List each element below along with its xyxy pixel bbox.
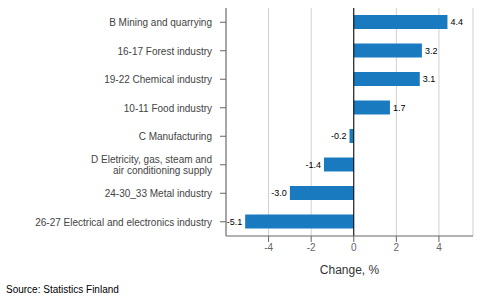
svg-text:-5.1: -5.1	[227, 217, 243, 227]
svg-text:4: 4	[436, 242, 442, 253]
svg-text:C Manufacturing: C Manufacturing	[139, 131, 212, 142]
svg-text:D Eletricity, gas, steam andai: D Eletricity, gas, steam andair conditio…	[91, 154, 212, 176]
svg-text:1.7: 1.7	[393, 103, 406, 113]
svg-text:-4: -4	[264, 242, 273, 253]
svg-text:19-22 Chemical industry: 19-22 Chemical industry	[104, 74, 212, 85]
svg-text:3.2: 3.2	[425, 46, 438, 56]
svg-text:-2: -2	[307, 242, 316, 253]
svg-text:-0.2: -0.2	[331, 131, 347, 141]
svg-text:Change, %: Change, %	[320, 263, 380, 277]
svg-text:2: 2	[394, 242, 400, 253]
svg-text:0: 0	[351, 242, 357, 253]
svg-text:-1.4: -1.4	[305, 160, 321, 170]
svg-text:-3.0: -3.0	[271, 188, 287, 198]
svg-text:24-30_33 Metal industry: 24-30_33 Metal industry	[105, 188, 212, 199]
svg-text:3.1: 3.1	[423, 74, 436, 84]
svg-text:26-27 Electrical and electroni: 26-27 Electrical and electronics industr…	[35, 216, 212, 227]
svg-text:B Mining and quarrying: B Mining and quarrying	[109, 17, 212, 28]
svg-text:16-17 Forest industry: 16-17 Forest industry	[118, 45, 213, 56]
html-text:Source: Statistics Finland: Source: Statistics Finland	[6, 284, 119, 295]
svg-text:4.4: 4.4	[450, 17, 463, 27]
svg-text:10-11 Food industry: 10-11 Food industry	[124, 102, 212, 113]
